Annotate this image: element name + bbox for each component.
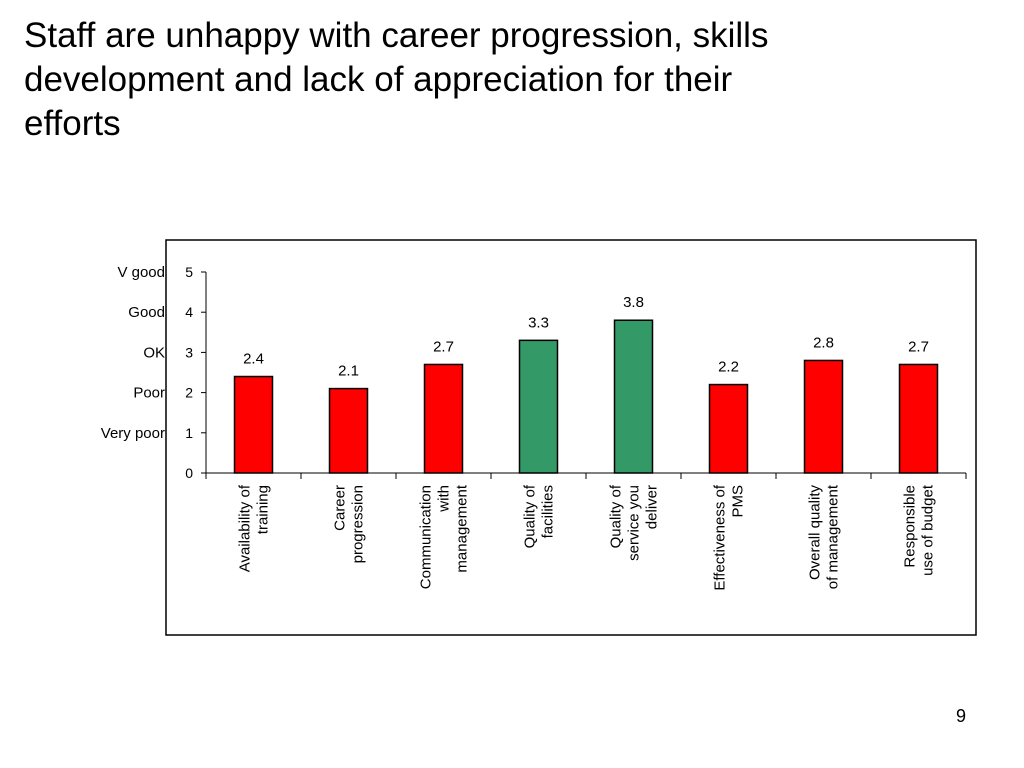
data-label: 3.8 (623, 294, 644, 311)
data-label: 2.7 (433, 338, 454, 355)
category-label: Responsible use of budget (902, 484, 937, 576)
data-label: 3.3 (528, 314, 549, 331)
bars (233, 319, 939, 474)
category-label-line: Availability of (237, 484, 254, 572)
slide-number: 9 (955, 706, 966, 726)
data-label: 2.7 (908, 338, 929, 355)
category-label-line: of management (825, 484, 842, 589)
category-label-line: management (454, 484, 471, 572)
category-label-line: Communication (418, 485, 435, 589)
slide-title: Staff are unhappy with career progressio… (24, 16, 769, 143)
y-tick-label: 2 (185, 385, 193, 401)
category-label-line: deliver (644, 485, 661, 529)
y-scale-label: V good (117, 264, 165, 281)
y-tick-label: 3 (185, 344, 193, 360)
category-label-line: progression (350, 485, 367, 563)
category-label-line: Quality of (522, 484, 539, 548)
category-label: Quality of service you deliver (608, 484, 661, 561)
data-label: 2.1 (338, 363, 359, 380)
category-label: Quality of facilities (522, 484, 557, 548)
category-label: Overall quality of management (807, 484, 842, 589)
data-label: 2.4 (243, 351, 264, 368)
bar (518, 339, 559, 474)
category-label-line: Responsible (902, 485, 919, 568)
bar (423, 363, 464, 474)
bar (708, 383, 749, 474)
category-label-line: with (436, 485, 453, 513)
chart-frame (165, 239, 977, 636)
bar (803, 359, 844, 474)
data-label: 2.8 (813, 334, 834, 351)
y-scale-label: Good (128, 304, 165, 321)
category-label-line: Overall quality (807, 485, 824, 581)
y-tick-label: 1 (185, 425, 193, 441)
data-label: 2.2 (718, 359, 739, 376)
category-label: Availability of training (237, 484, 272, 572)
bar (233, 375, 274, 474)
labels: 0 1 2 3 4 5 V good Good OK Poor Very poor 2.4 Availa… (101, 264, 937, 591)
y-scale-label: OK (143, 344, 165, 361)
category-label-line: use of budget (920, 484, 937, 576)
y-scale-label: Poor (133, 385, 165, 402)
category-label-line: Career (332, 485, 349, 531)
category-label: Career progression (332, 485, 367, 563)
y-scale-label: Very poor (101, 425, 165, 442)
y-tick-label: 0 (185, 465, 193, 481)
category-label-line: Quality of (608, 484, 625, 548)
category-label-line: PMS (730, 485, 747, 518)
bar (898, 363, 939, 474)
category-label-line: service you (626, 485, 643, 561)
y-tick-label: 4 (185, 304, 193, 320)
category-label: Communication with management (418, 484, 471, 589)
bar (613, 319, 654, 474)
axes (201, 271, 967, 479)
y-tick-label: 5 (185, 264, 193, 280)
category-label: Effectiveness of PMS (712, 484, 747, 590)
bar (328, 387, 369, 474)
category-label-line: training (255, 485, 272, 534)
category-label-line: facilities (540, 485, 557, 538)
category-label-line: Effectiveness of (712, 484, 729, 590)
